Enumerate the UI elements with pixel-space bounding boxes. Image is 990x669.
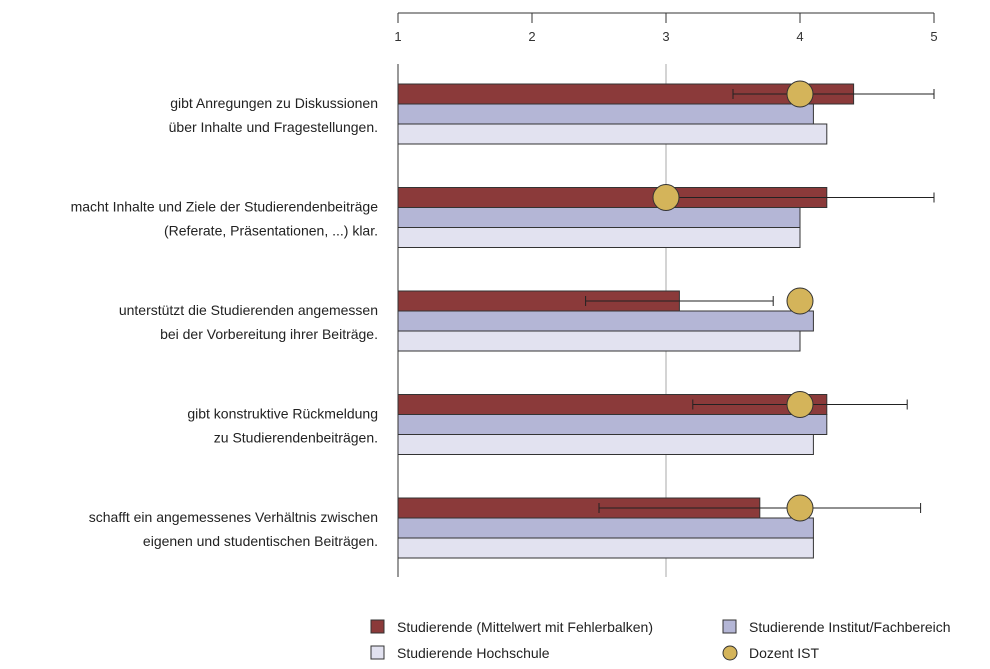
bar-3	[397, 123, 828, 145]
legend-marker-circle	[722, 645, 738, 661]
category-label: (Referate, Präsentationen, ...) klar.	[164, 223, 378, 239]
bar-3	[397, 434, 814, 455]
category-label: eigenen und studentischen Beiträgen.	[143, 533, 378, 549]
legend-label: Dozent IST	[749, 645, 819, 661]
category-label: macht Inhalte und Ziele der Studierenden…	[71, 199, 379, 215]
bar-2	[397, 414, 828, 435]
category-label: bei der Vorbereitung ihrer Beiträge.	[160, 326, 378, 342]
dozent-marker	[786, 80, 814, 108]
x-tick-label: 1	[394, 29, 401, 44]
legend-swatch	[722, 619, 737, 634]
category-label: unterstützt die Studierenden angemessen	[119, 302, 378, 318]
legend-swatch	[370, 645, 385, 660]
x-tick-label: 2	[528, 29, 535, 44]
bar-3	[397, 330, 801, 352]
category-label: schafft ein angemessenes Verhältnis zwis…	[89, 509, 378, 525]
bar-3	[397, 537, 814, 559]
bar-2	[397, 517, 814, 539]
bar-2	[397, 207, 801, 228]
dozent-marker	[652, 184, 680, 211]
category-label: über Inhalte und Fragestellungen.	[169, 119, 378, 135]
category-label: gibt konstruktive Rückmeldung	[187, 406, 378, 422]
dozent-marker	[786, 494, 814, 522]
legend-label: Studierende Institut/Fachbereich	[749, 619, 951, 635]
category-label: zu Studierendenbeiträgen.	[214, 430, 378, 446]
x-tick-label: 3	[662, 29, 669, 44]
legend-swatch	[370, 619, 385, 634]
dozent-marker	[786, 287, 814, 315]
dozent-marker	[786, 391, 814, 418]
legend-label: Studierende Hochschule	[397, 645, 550, 661]
x-tick-label: 5	[930, 29, 937, 44]
legend-label: Studierende (Mittelwert mit Fehlerbalken…	[397, 619, 653, 635]
x-tick-label: 4	[796, 29, 803, 44]
bar-3	[397, 227, 801, 248]
bar-2	[397, 310, 814, 332]
category-label: gibt Anregungen zu Diskussionen	[170, 95, 378, 111]
bar-2	[397, 103, 814, 125]
